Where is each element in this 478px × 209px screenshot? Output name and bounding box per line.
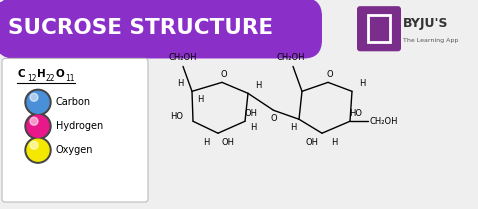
Circle shape: [25, 137, 51, 163]
Text: O: O: [221, 70, 228, 79]
Circle shape: [30, 117, 38, 125]
Text: BYJU'S: BYJU'S: [403, 17, 448, 30]
Circle shape: [27, 139, 49, 161]
Text: 12: 12: [27, 74, 36, 83]
Bar: [0, 2, 280, 54]
Circle shape: [30, 93, 38, 101]
Text: CH₂OH: CH₂OH: [277, 53, 305, 62]
Text: H: H: [255, 81, 261, 90]
Text: HO: HO: [171, 112, 184, 121]
FancyBboxPatch shape: [357, 6, 401, 51]
Text: H: H: [290, 123, 296, 132]
Circle shape: [25, 113, 51, 139]
Text: Carbon: Carbon: [56, 97, 91, 107]
Text: The Learning App: The Learning App: [403, 37, 458, 42]
Text: H: H: [177, 79, 183, 88]
FancyBboxPatch shape: [2, 59, 148, 202]
Text: 22: 22: [46, 74, 55, 83]
Text: HO: HO: [349, 109, 362, 118]
Text: Oxygen: Oxygen: [56, 145, 94, 155]
Circle shape: [30, 141, 38, 149]
Text: O: O: [56, 69, 65, 79]
Text: C: C: [18, 69, 26, 79]
Text: OH: OH: [221, 138, 235, 147]
Text: Hydrogen: Hydrogen: [56, 121, 103, 131]
Text: H: H: [331, 138, 337, 147]
Text: H: H: [37, 69, 46, 79]
Circle shape: [25, 89, 51, 115]
Text: H: H: [359, 79, 365, 88]
Circle shape: [27, 91, 49, 113]
Text: O: O: [270, 114, 277, 123]
Text: OH: OH: [245, 109, 258, 118]
FancyBboxPatch shape: [0, 0, 322, 59]
Text: H: H: [203, 138, 209, 147]
Text: H: H: [197, 95, 203, 104]
Text: O: O: [326, 70, 333, 79]
Circle shape: [27, 115, 49, 137]
Text: CH₂OH: CH₂OH: [370, 117, 398, 126]
Text: 11: 11: [65, 74, 75, 83]
Text: SUCROSE STRUCTURE: SUCROSE STRUCTURE: [8, 18, 273, 38]
Text: H: H: [250, 123, 256, 132]
Text: CH₂OH: CH₂OH: [169, 53, 197, 62]
Text: OH: OH: [305, 138, 318, 147]
